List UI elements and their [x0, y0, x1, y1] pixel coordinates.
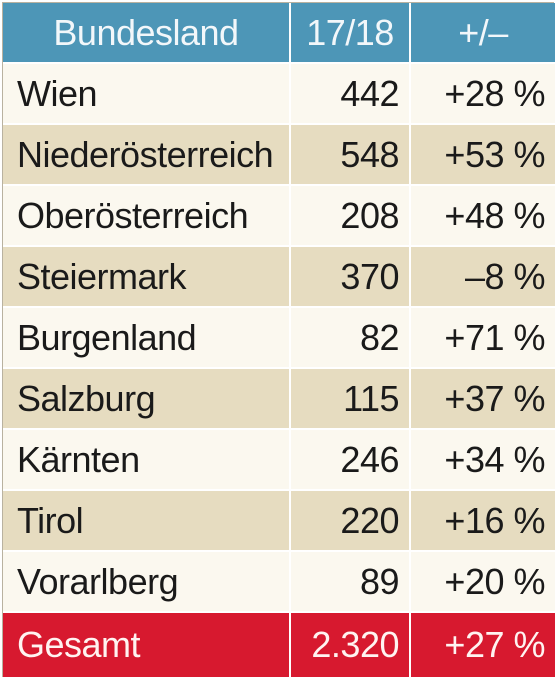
- table-row-value: 442: [291, 64, 411, 125]
- table-row-name: Kärnten: [3, 430, 291, 491]
- table-row-value: 548: [291, 125, 411, 186]
- total-row-change: +27 %: [411, 613, 555, 677]
- table-row-change: +48 %: [411, 186, 555, 247]
- table-row-value: 208: [291, 186, 411, 247]
- table-row-value: 246: [291, 430, 411, 491]
- table-row-value: 370: [291, 247, 411, 308]
- header-bundesland: Bundesland: [3, 3, 291, 64]
- table-row-name: Steiermark: [3, 247, 291, 308]
- table-row-value: 220: [291, 491, 411, 552]
- table-row-change: +71 %: [411, 308, 555, 369]
- table-row-change: +34 %: [411, 430, 555, 491]
- table-row-change: +16 %: [411, 491, 555, 552]
- table-row-change: –8 %: [411, 247, 555, 308]
- table-row-change: +28 %: [411, 64, 555, 125]
- table-row-change: +53 %: [411, 125, 555, 186]
- table-row-value: 82: [291, 308, 411, 369]
- header-17-18: 17/18: [291, 3, 411, 64]
- table-row-name: Oberösterreich: [3, 186, 291, 247]
- table-row-name: Salzburg: [3, 369, 291, 430]
- table-row-name: Vorarlberg: [3, 552, 291, 613]
- table-row-name: Burgenland: [3, 308, 291, 369]
- table-row-value: 89: [291, 552, 411, 613]
- table-row-value: 115: [291, 369, 411, 430]
- table-row-name: Wien: [3, 64, 291, 125]
- table-row-name: Niederösterreich: [3, 125, 291, 186]
- total-row-name: Gesamt: [3, 613, 291, 677]
- header-change: +/–: [411, 3, 555, 64]
- total-row-value: 2.320: [291, 613, 411, 677]
- table-row-name: Tirol: [3, 491, 291, 552]
- table-row-change: +37 %: [411, 369, 555, 430]
- table-row-change: +20 %: [411, 552, 555, 613]
